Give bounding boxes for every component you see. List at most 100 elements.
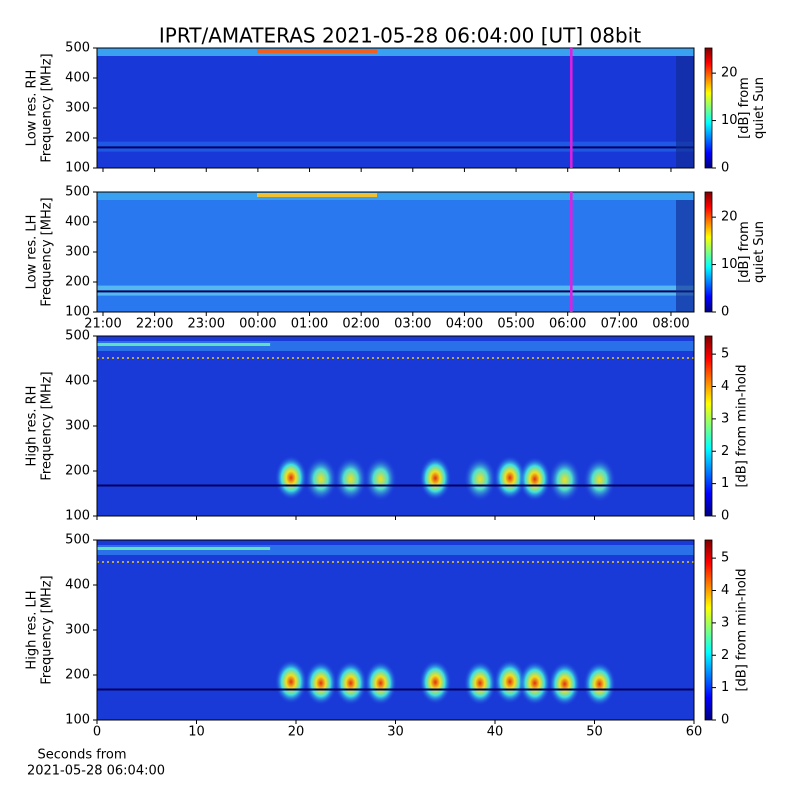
x-tick-label: 05:00 (497, 317, 534, 332)
spectrogram-burst (275, 455, 308, 500)
y-axis-label: Frequency [MHz] (40, 197, 55, 306)
x-tick-label: 22:00 (136, 317, 173, 332)
x-tick-label: 50 (586, 725, 603, 740)
spectrogram-burst (548, 662, 581, 706)
spectrogram-burst (304, 661, 337, 706)
colorbar (704, 539, 713, 721)
x-axis-label: Seconds from (37, 748, 126, 763)
y-tick-label: 500 (65, 41, 90, 56)
x-tick-label: 10 (188, 725, 205, 740)
y-axis-label: Frequency [MHz] (40, 575, 55, 684)
y-axis-label: Frequency [MHz] (40, 53, 55, 162)
x-tick-label: 01:00 (291, 317, 328, 332)
colorbar-tick-label: 0 (721, 713, 729, 728)
colorbar-tick-label: 10 (721, 113, 738, 128)
x-axis-label: 2021-05-28 06:04:00 (27, 764, 165, 779)
colorbar-label: [dB] from min-hold (735, 568, 750, 691)
colorbar-tick-label: 0 (721, 161, 729, 176)
spectrogram-burst (493, 455, 526, 500)
y-axis-label: High res. RH (25, 386, 40, 467)
spectrogram-burst (464, 457, 497, 502)
colorbar-tick-label: 3 (721, 411, 729, 426)
x-tick-label: 60 (686, 725, 703, 740)
spectrogram-band (97, 341, 694, 351)
spectrogram-burst (364, 661, 397, 706)
y-axis-label: Low res. LH (25, 215, 40, 290)
y-tick-label: 500 (65, 185, 90, 200)
colorbar (704, 335, 713, 517)
colorbar-tick-label: 5 (721, 347, 729, 362)
spectrogram-band (97, 48, 694, 56)
x-tick-label: 02:00 (342, 317, 379, 332)
spectrogram-burst (419, 456, 452, 501)
x-tick-label: 30 (387, 725, 404, 740)
spectrogram-burst (464, 661, 497, 706)
y-tick-label: 100 (65, 509, 90, 524)
x-tick-label: 21:00 (84, 317, 121, 332)
spectrogram-burst (304, 457, 337, 502)
spectrogram-burst (364, 457, 397, 502)
spectrogram-band (676, 56, 694, 168)
spectrogram-burst (583, 662, 616, 706)
y-tick-label: 200 (65, 464, 90, 479)
y-axis-label: High res. LH (25, 590, 40, 669)
spectrogram-band (97, 545, 694, 555)
y-tick-label: 500 (65, 329, 90, 344)
colorbar-label: [dB] from min-hold (735, 364, 750, 487)
colorbar-tick-label: 2 (721, 444, 729, 459)
y-tick-label: 400 (65, 374, 90, 389)
y-tick-label: 100 (65, 713, 90, 728)
y-tick-label: 400 (65, 71, 90, 86)
spectrogram-band (97, 192, 694, 200)
spectrogram-band (97, 146, 694, 149)
colorbar-tick-label: 10 (721, 257, 738, 272)
x-tick-label: 20 (288, 725, 305, 740)
spectrogram-burst (518, 457, 551, 502)
y-tick-label: 300 (65, 419, 90, 434)
colorbar-tick-label: 5 (721, 551, 729, 566)
spectrogram-band (676, 200, 694, 312)
spectrogram-burst (419, 660, 452, 705)
colorbar-label: quiet Sun (752, 77, 767, 139)
spectrogram-burst (334, 661, 367, 706)
y-axis-label: Low res. RH (25, 70, 40, 147)
y-tick-label: 100 (65, 161, 90, 176)
spectrogram-band (257, 49, 377, 53)
y-tick-label: 200 (65, 275, 90, 290)
colorbar (704, 47, 713, 169)
colorbar-tick-label: 3 (721, 615, 729, 630)
spectrogram-burst (518, 661, 551, 706)
colorbar-tick-label: 20 (721, 66, 738, 81)
y-tick-label: 400 (65, 215, 90, 230)
x-tick-label: 23:00 (188, 317, 225, 332)
x-tick-label: 04:00 (446, 317, 483, 332)
colorbar-tick-label: 2 (721, 648, 729, 663)
spectrogram-band (97, 547, 271, 550)
y-tick-label: 200 (65, 668, 90, 683)
spectrogram-band (97, 688, 694, 691)
colorbar-label: [dB] from (737, 77, 752, 139)
spectrogram-burst (493, 659, 526, 704)
colorbar-tick-label: 4 (721, 379, 729, 394)
colorbar (704, 191, 713, 313)
spectrogram-burst (583, 458, 616, 502)
spectrogram-burst (275, 659, 308, 704)
x-tick-label: 07:00 (601, 317, 638, 332)
colorbar-tick-label: 0 (721, 509, 729, 524)
colorbar-label: quiet Sun (752, 221, 767, 283)
colorbar-tick-label: 1 (721, 680, 729, 695)
figure-title: IPRT/AMATERAS 2021-05-28 06:04:00 [UT] 0… (159, 24, 641, 48)
spectrogram-band (97, 290, 694, 293)
y-axis-label: Frequency [MHz] (40, 371, 55, 480)
colorbar-tick-label: 4 (721, 583, 729, 598)
spectrogram-band (97, 343, 271, 346)
spectrogram-burst (334, 457, 367, 502)
x-tick-label: 03:00 (394, 317, 431, 332)
spectrogram-band (97, 484, 694, 487)
colorbar-tick-label: 20 (721, 210, 738, 225)
colorbar-tick-label: 1 (721, 476, 729, 491)
x-tick-label: 08:00 (652, 317, 689, 332)
y-tick-label: 300 (65, 101, 90, 116)
y-tick-label: 300 (65, 245, 90, 260)
